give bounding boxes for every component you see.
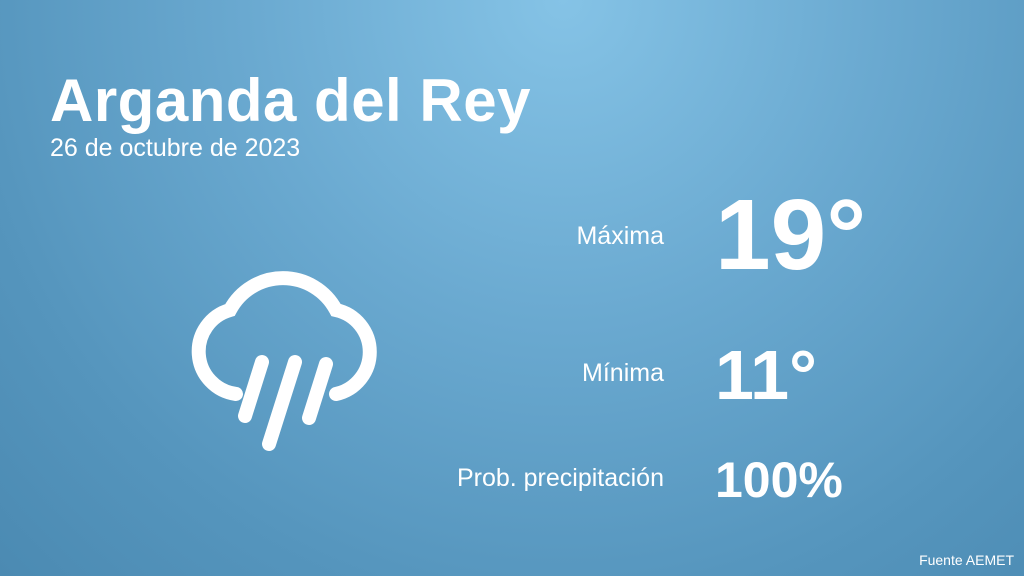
- forecast-date: 26 de octubre de 2023: [50, 134, 301, 162]
- max-temp-value: 19°: [715, 179, 867, 291]
- source-credit: Fuente AEMET: [919, 552, 1014, 568]
- rain-drop-line: [238, 355, 269, 423]
- min-temp-label: Mínima: [582, 359, 664, 387]
- precip-value: 100%: [715, 452, 843, 508]
- precip-label: Prob. precipitación: [456, 464, 664, 492]
- max-temp-label: Máxima: [576, 222, 664, 250]
- location-title: Arganda del Rey: [50, 67, 531, 134]
- cloud-outline: [191, 271, 377, 401]
- rain-drop-line: [302, 357, 333, 425]
- min-temp-value: 11°: [715, 336, 817, 414]
- rain-drop-line: [262, 355, 302, 451]
